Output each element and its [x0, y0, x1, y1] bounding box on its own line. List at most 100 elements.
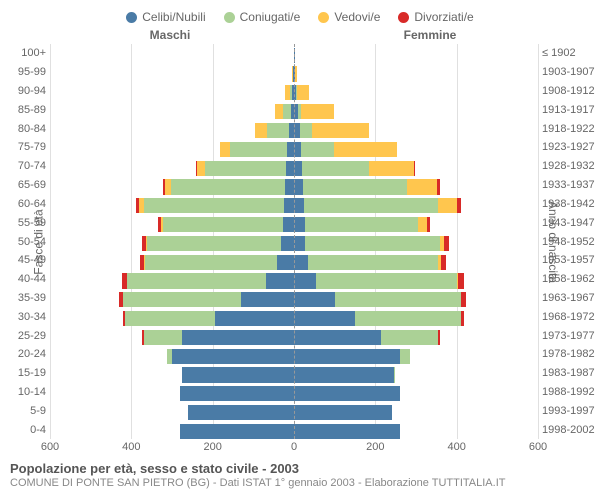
bar-segment-m	[381, 330, 438, 345]
birth-year-tick: 1998-2002	[538, 420, 600, 439]
age-tick: 90-94	[0, 82, 50, 101]
x-tick: 600	[41, 441, 59, 453]
age-tick: 10-14	[0, 383, 50, 402]
bar-segment-s	[294, 311, 355, 326]
bar-segment-m	[300, 123, 312, 138]
legend: Celibi/Nubili Coniugati/e Vedovi/e Divorzia…	[0, 0, 600, 28]
male-bar	[50, 119, 294, 138]
female-bar	[294, 383, 538, 402]
legend-label: Vedovi/e	[334, 10, 380, 24]
bar-segment-s	[294, 386, 400, 401]
bar-segment-m	[205, 161, 286, 176]
bar-segment-s	[277, 255, 294, 270]
male-bar	[50, 100, 294, 119]
bar-segment-s	[284, 198, 294, 213]
bar-segment-s	[182, 367, 294, 382]
age-tick: 45-49	[0, 251, 50, 270]
birth-year-tick: 1958-1962	[538, 270, 600, 289]
birth-year-tick: 1918-1922	[538, 119, 600, 138]
bar-segment-s	[286, 161, 294, 176]
birth-year-tick: 1963-1967	[538, 289, 600, 308]
male-bar	[50, 63, 294, 82]
bar-segment-d	[461, 292, 466, 307]
bar-segment-s	[266, 273, 294, 288]
male-bar	[50, 44, 294, 63]
bar-segment-s	[283, 217, 294, 232]
birth-year-tick: 1978-1982	[538, 345, 600, 364]
bar-segment-s	[180, 386, 294, 401]
bar-segment-d	[414, 161, 415, 176]
legend-swatch	[398, 12, 409, 23]
bar-segment-m	[335, 292, 461, 307]
bar-segment-w	[438, 198, 456, 213]
birth-year-tick: 1983-1987	[538, 364, 600, 383]
age-tick: 75-79	[0, 138, 50, 157]
legend-label: Coniugati/e	[240, 10, 301, 24]
female-bar	[294, 420, 538, 439]
bar-segment-m	[163, 217, 283, 232]
bar-segment-m	[171, 179, 285, 194]
bar-segment-w	[220, 142, 230, 157]
female-bar	[294, 364, 538, 383]
bar-segment-d	[444, 236, 448, 251]
age-axis: 100+95-9990-9485-8980-8475-7970-7465-696…	[0, 44, 50, 439]
age-tick: 0-4	[0, 420, 50, 439]
bar-segment-w	[197, 161, 204, 176]
female-bar	[294, 401, 538, 420]
bar-segment-d	[427, 217, 430, 232]
bar-segment-w	[418, 217, 427, 232]
birth-year-tick: 1948-1952	[538, 232, 600, 251]
bar-segment-s	[294, 367, 394, 382]
x-tick: 400	[122, 441, 140, 453]
female-bar	[294, 289, 538, 308]
female-bar	[294, 44, 538, 63]
male-bar	[50, 82, 294, 101]
bar-segment-s	[294, 292, 335, 307]
birth-year-tick: ≤ 1902	[538, 44, 600, 63]
bar-segment-s	[294, 349, 400, 364]
male-bar	[50, 307, 294, 326]
legend-item: Divorziati/e	[398, 10, 473, 24]
age-tick: 20-24	[0, 345, 50, 364]
age-tick: 25-29	[0, 326, 50, 345]
x-tick: 0	[291, 441, 297, 453]
birth-year-tick: 1988-1992	[538, 383, 600, 402]
legend-swatch	[224, 12, 235, 23]
legend-swatch	[318, 12, 329, 23]
age-tick: 35-39	[0, 289, 50, 308]
female-bar	[294, 213, 538, 232]
bar-segment-m	[123, 292, 241, 307]
bar-segment-m	[301, 142, 334, 157]
bar-segment-w	[312, 123, 369, 138]
bar-segment-w	[334, 142, 397, 157]
age-tick: 30-34	[0, 307, 50, 326]
x-axis: 6004002000200400600	[50, 439, 538, 457]
gender-headers: Maschi Femmine	[0, 28, 600, 42]
gridline	[538, 44, 539, 439]
male-bar	[50, 138, 294, 157]
male-bar	[50, 232, 294, 251]
birth-year-tick: 1903-1907	[538, 63, 600, 82]
chart-footer: Popolazione per età, sesso e stato civil…	[0, 457, 600, 489]
plot-area: Fasce di età Anno di nascita 100+95-9990…	[0, 44, 600, 439]
male-bar	[50, 157, 294, 176]
female-bar	[294, 82, 538, 101]
bar-segment-w	[301, 104, 334, 119]
bar-segment-m	[308, 255, 438, 270]
bar-segment-s	[294, 330, 381, 345]
birth-year-tick: 1953-1957	[538, 251, 600, 270]
bar-segment-s	[182, 330, 294, 345]
male-bar	[50, 345, 294, 364]
legend-item: Celibi/Nubili	[126, 10, 205, 24]
population-pyramid-chart: Celibi/Nubili Coniugati/e Vedovi/e Divorzia…	[0, 0, 600, 500]
bar-segment-m	[303, 179, 407, 194]
birth-year-tick: 1993-1997	[538, 401, 600, 420]
birth-year-tick: 1968-1972	[538, 307, 600, 326]
female-bar	[294, 119, 538, 138]
bar-segment-m	[230, 142, 287, 157]
bar-segment-s	[294, 236, 305, 251]
bar-segment-s	[294, 273, 316, 288]
bar-segment-m	[302, 161, 369, 176]
bar-segment-s	[281, 236, 294, 251]
bar-segment-m	[316, 273, 456, 288]
